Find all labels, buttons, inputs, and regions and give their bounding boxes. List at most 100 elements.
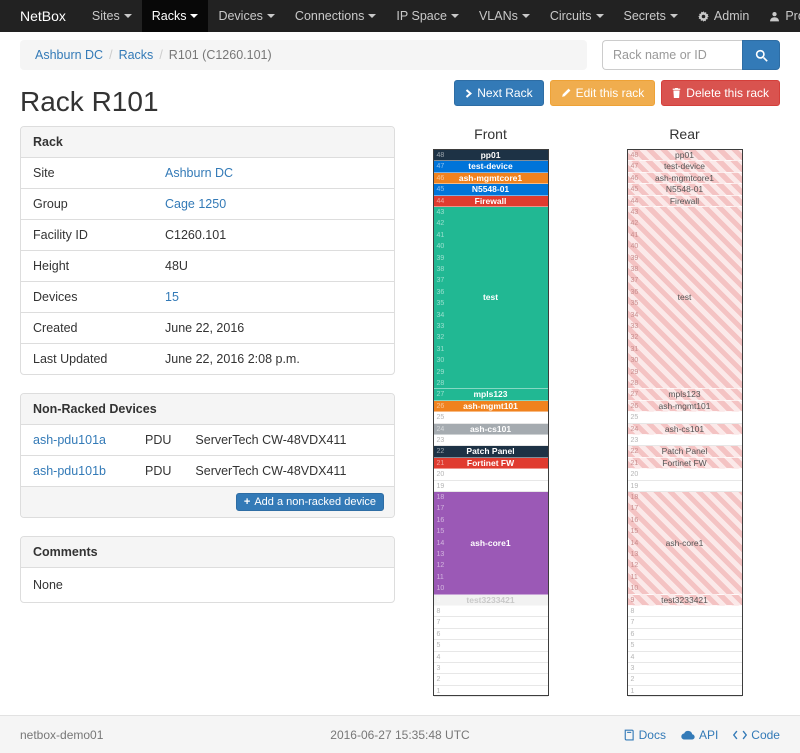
nav-label: Devices	[218, 9, 263, 23]
device-name-label: test3233421	[661, 594, 708, 605]
unit-number: 3	[436, 665, 441, 672]
rack-device-Fortinet FW[interactable]: 21 Fortinet FW	[433, 457, 548, 470]
device-name-label: ash-core1	[470, 537, 511, 548]
rack-device-test[interactable]: 43 42 41 40 39 38 37 36 35 34 33 32 31 30 29 28 test	[627, 207, 742, 390]
trash-icon	[673, 88, 681, 98]
rack-device-pp01[interactable]: 48 pp01	[433, 150, 548, 162]
unit-number: 15	[436, 528, 445, 536]
search-icon	[755, 49, 768, 62]
device-name-label: ash-cs101	[664, 423, 705, 434]
unit-number: 20	[436, 471, 445, 479]
unit-number: 24	[630, 425, 639, 433]
breadcrumb-site-link[interactable]: Ashburn DC	[35, 48, 104, 62]
search-button[interactable]	[742, 40, 780, 70]
rack-search	[602, 40, 780, 70]
device-link[interactable]: ash-pdu101a	[33, 433, 106, 447]
nav-item-vlans[interactable]: VLANs	[469, 0, 540, 32]
rack-device-test3233421[interactable]: 9 test3233421	[627, 594, 742, 606]
unit-number: 46	[436, 174, 445, 182]
site-link[interactable]: Ashburn DC	[165, 166, 234, 180]
unit-number: 19	[630, 482, 639, 490]
rack-device-Fortinet FW[interactable]: 21 Fortinet FW	[627, 457, 742, 470]
rack-device-N5548-01[interactable]: 45 N5548-01	[433, 184, 548, 196]
docs-link[interactable]: Docs	[623, 728, 666, 742]
rack-device-mpls123[interactable]: 27 mpls123	[627, 389, 742, 401]
link-label: API	[698, 727, 719, 742]
unit-number: 27	[436, 391, 445, 399]
rack-device-Firewall[interactable]: 44 Firewall	[433, 195, 548, 207]
device-type: ServerTech CW-48VDX411	[195, 433, 347, 447]
rack-device-ash-mgmt101[interactable]: 26 ash-mgmt101	[627, 400, 742, 413]
device-link[interactable]: ash-pdu101b	[33, 464, 106, 478]
rack-device-ash-mgmtcore1[interactable]: 46 ash-mgmtcore1	[627, 172, 742, 185]
rack-device-ash-cs101[interactable]: 24 ash-cs101	[627, 423, 742, 435]
delete-rack-button[interactable]: Delete this rack	[661, 80, 780, 106]
unit-number: 43	[630, 209, 639, 216]
next-rack-button[interactable]: Next Rack	[454, 80, 544, 106]
rack-device-test3233421[interactable]: 9 test3233421	[433, 594, 548, 606]
unit-number: 14	[436, 539, 445, 547]
nav-item-connections[interactable]: Connections	[285, 0, 387, 32]
rack-device-N5548-01[interactable]: 45 N5548-01	[627, 184, 742, 196]
rack-device-Firewall[interactable]: 44 Firewall	[627, 195, 742, 207]
nav-item-admin[interactable]: Admin	[688, 0, 759, 32]
rack-device-pp01[interactable]: 48 pp01	[627, 150, 742, 162]
rack-device-Patch Panel[interactable]: 22 Patch Panel	[433, 446, 548, 458]
device-name-label: mpls123	[668, 389, 701, 400]
devices-count-link[interactable]: 15	[165, 290, 179, 304]
rack-unit-empty: 20	[433, 469, 548, 481]
attr-value: June 22, 2016	[165, 321, 245, 335]
device-name-label: Patch Panel	[466, 446, 515, 457]
add-non-racked-device-button[interactable]: + Add a non-racked device	[235, 493, 384, 511]
non-racked-devices-panel: Non-Racked Devices ash-pdu101a PDU Serve…	[20, 393, 395, 518]
brand-link[interactable]: NetBox	[20, 8, 66, 24]
device-name-label: test-device	[663, 161, 706, 172]
rack-device-test[interactable]: 43 42 41 40 39 38 37 36 35 34 33 32 31 30 29 28 test	[433, 207, 548, 390]
api-link[interactable]: API	[681, 728, 718, 742]
rack-device-mpls123[interactable]: 27 mpls123	[433, 389, 548, 401]
non-racked-panel-title: Non-Racked Devices	[21, 394, 394, 425]
nav-item-devices[interactable]: Devices	[208, 0, 284, 32]
rack-device-ash-cs101[interactable]: 24 ash-cs101	[433, 423, 548, 435]
unit-number: 33	[436, 323, 445, 330]
rack-device-test-device[interactable]: 47 test-device	[627, 161, 742, 173]
unit-number: 13	[630, 551, 639, 558]
search-input[interactable]	[602, 40, 742, 70]
rack-device-test-device[interactable]: 47 test-device	[433, 161, 548, 173]
nav-item-profile[interactable]: Profile	[759, 0, 800, 32]
device-name-label: Firewall	[669, 195, 700, 206]
breadcrumb-racks-link[interactable]: Racks	[118, 48, 154, 62]
unit-number: 31	[436, 345, 445, 353]
group-link[interactable]: Cage 1250	[165, 197, 227, 211]
unit-number: 15	[630, 528, 639, 536]
rack-device-ash-mgmtcore1[interactable]: 46 ash-mgmtcore1	[433, 172, 548, 185]
rack-panel: Rack Site Ashburn DC Group Cage 1250 Facil…	[20, 126, 395, 375]
nav-item-ip-space[interactable]: IP Space	[386, 0, 469, 32]
rack-elevations: Front 25 23 20 19 8 7 6 5 4 3 2 1 48 pp01 47 test-devic…	[395, 126, 780, 707]
rack-unit-empty: 23	[627, 435, 742, 447]
nav-item-circuits[interactable]: Circuits	[540, 0, 614, 32]
unit-number: 35	[436, 300, 445, 308]
code-link[interactable]: Code	[733, 728, 780, 742]
rack-device-Patch Panel[interactable]: 22 Patch Panel	[627, 446, 742, 458]
nav-item-sites[interactable]: Sites	[82, 0, 142, 32]
unit-number: 40	[436, 243, 445, 251]
chevron-down-icon	[123, 14, 132, 18]
rack-device-ash-core1[interactable]: 18 17 16 15 14 13 12 11 10 ash-core1	[627, 492, 742, 595]
nav-item-secrets[interactable]: Secrets	[614, 0, 688, 32]
unit-number: 26	[630, 402, 639, 410]
nav-item-racks[interactable]: Racks	[141, 0, 209, 32]
unit-number: 20	[630, 471, 639, 479]
unit-number: 24	[436, 425, 445, 433]
unit-number: 44	[630, 197, 639, 205]
link-label: Docs	[638, 727, 666, 742]
unit-number: 38	[630, 266, 639, 273]
plus-icon: +	[243, 496, 251, 508]
rack-device-ash-mgmt101[interactable]: 26 ash-mgmt101	[433, 400, 548, 413]
unit-number: 33	[630, 323, 639, 330]
rack-device-ash-core1[interactable]: 18 17 16 15 14 13 12 11 10 ash-core1	[433, 492, 548, 595]
unit-number: 18	[630, 494, 639, 501]
edit-rack-button[interactable]: Edit this rack	[549, 80, 656, 106]
table-row: Last Updated June 22, 2016 2:08 p.m.	[21, 343, 394, 374]
front-rack-column: Front 25 23 20 19 8 7 6 5 4 3 2 1 48 pp01 47 test-devic…	[432, 126, 549, 698]
